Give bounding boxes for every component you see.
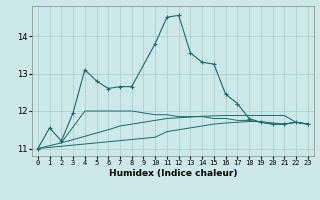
X-axis label: Humidex (Indice chaleur): Humidex (Indice chaleur) [108,169,237,178]
